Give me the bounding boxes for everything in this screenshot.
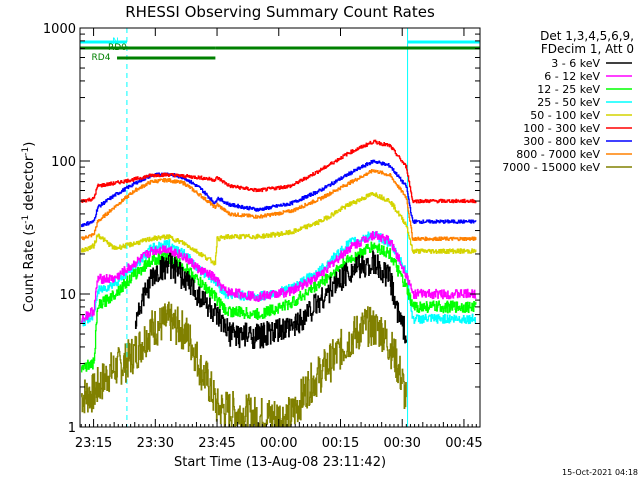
- series-line-6-12-kevkev: [81, 231, 477, 323]
- x-tick-label-0030: 00:30: [383, 436, 420, 451]
- generation-timestamp: 15-Oct-2021 04:18: [562, 468, 638, 477]
- legend-label-100-300-kevkev: 100 - 300 keV: [523, 122, 600, 135]
- y-tick-label-10: 10: [59, 288, 76, 303]
- y-tick-label-1000: 1000: [43, 22, 76, 37]
- legend-header-line2: FDecim 1, Att 0: [541, 42, 634, 56]
- series-line-12-25-kevkev: [81, 241, 477, 373]
- x-tick-label-2330: 23:30: [137, 436, 174, 451]
- y-tick-label-100: 100: [51, 155, 76, 170]
- x-tick-label-0000: 00:00: [260, 436, 297, 451]
- legend-label-800-7000-kevkev: 800 - 7000 keV: [516, 148, 600, 161]
- legend-label-3-6-kevkev: 3 - 6 keV: [551, 57, 600, 70]
- flag-label-n: N: [112, 37, 119, 47]
- x-tick-label-0015: 00:15: [322, 436, 359, 451]
- flag-label-rd0: RD0: [108, 43, 127, 53]
- series-line-800-7000-kevkev: [81, 168, 477, 242]
- x-tick-label-2315: 23:15: [75, 436, 112, 451]
- series-line-100-300-kevkev: [81, 139, 477, 204]
- plot-frame: [79, 27, 481, 428]
- legend-label-6-12-kevkev: 6 - 12 keV: [544, 70, 600, 83]
- y-tick-label-1: 1: [68, 421, 76, 436]
- x-axis-label: Start Time (13-Aug-08 23:11:42): [174, 455, 386, 470]
- chart-title: RHESSI Observing Summary Count Rates: [125, 3, 435, 21]
- legend-label-25-50-kevkev: 25 - 50 keV: [537, 96, 600, 109]
- legend-label-7000-15000-kevkev: 7000 - 15000 keV: [502, 161, 600, 174]
- legend-label-300-800-kevkev: 300 - 800 keV: [523, 135, 600, 148]
- flag-label-rd4: RD4: [92, 53, 111, 63]
- x-tick-label-2345: 23:45: [198, 436, 235, 451]
- legend-label-50-100-kevkev: 50 - 100 keV: [530, 109, 600, 122]
- legend-header-line1: Det 1,3,4,5,6,9,: [540, 29, 634, 43]
- legend-label-12-25-kevkev: 12 - 25 keV: [537, 83, 600, 96]
- axes: 23:15 23:30 23:45 00:00 00:15 00:30 00:45 1 10 10…: [43, 22, 483, 451]
- legend: Det 1,3,4,5,6,9, FDecim 1, Att 0 3 - 6 k…: [502, 29, 634, 174]
- y-axis-label: Count Rate (s-1 detector-1): [21, 142, 37, 313]
- series-line-3-6-kevkev: [134, 250, 407, 349]
- x-tick-label-0045: 00:45: [445, 436, 482, 451]
- series-line-7000-15000-kevkev: [81, 301, 407, 427]
- series-line-50-100-kevkev: [81, 191, 477, 266]
